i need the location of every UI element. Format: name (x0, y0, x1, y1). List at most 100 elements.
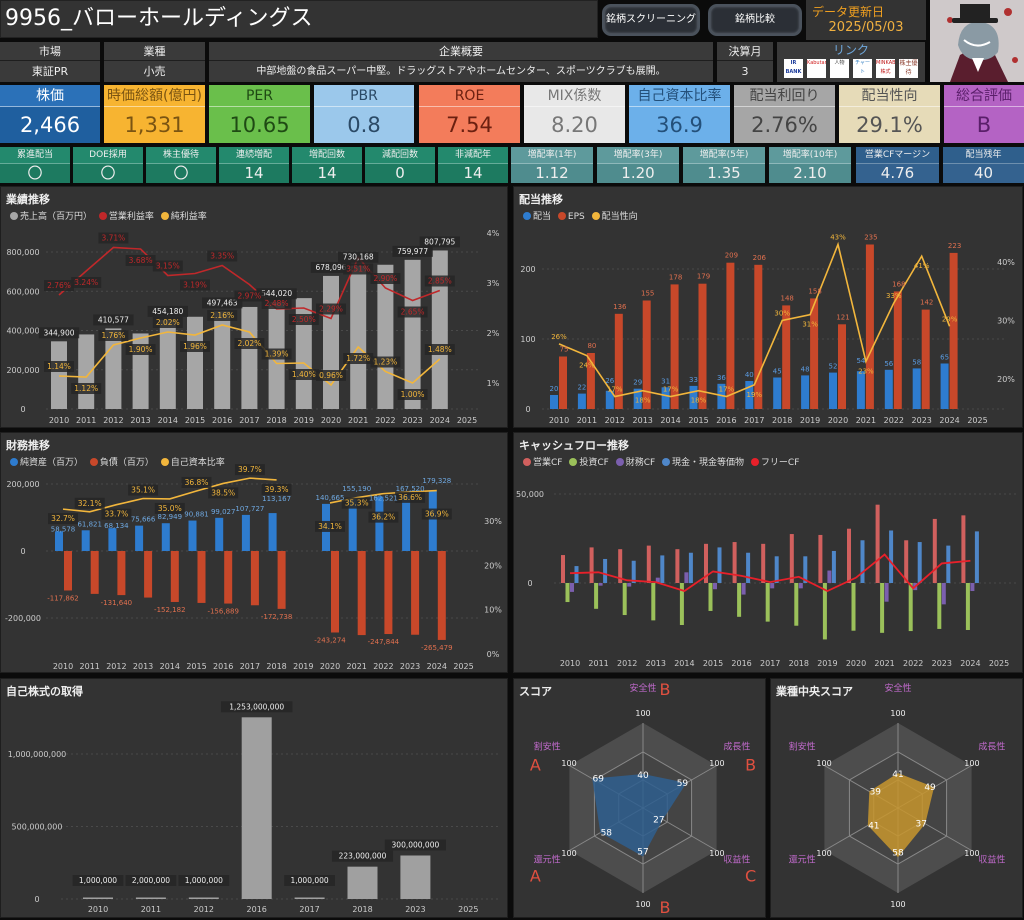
x-tick-label: 2014 (160, 662, 180, 671)
dividend-bar (717, 383, 726, 409)
data-label: 58 (912, 358, 921, 366)
stat-tile: 増配率(3年) 1.20 (597, 147, 679, 183)
data-label: 3.15% (156, 262, 180, 271)
liabilities-bar (250, 551, 259, 606)
data-label: 38.5% (211, 488, 235, 497)
net-assets-bar (161, 523, 170, 551)
cash-bar (974, 531, 979, 583)
data-label: 1.12% (74, 384, 98, 393)
legend-dot (160, 212, 169, 220)
summary-label: 企業概要 (209, 42, 713, 61)
data-label-bg (234, 464, 265, 476)
tick-label: 30% (997, 317, 1015, 326)
kpi-tile: PER 10.65 (209, 85, 310, 143)
irbank-link-icon[interactable]: IR BANK (784, 59, 803, 78)
compare-button[interactable]: 銘柄比較 (708, 4, 802, 36)
legend-label: EPS (567, 212, 585, 222)
operating-cf-bar (589, 547, 594, 583)
data-label-bg (315, 520, 345, 532)
data-label: 136 (613, 303, 627, 311)
stat-label: DOE採用 (73, 147, 143, 164)
liabilities-bar (331, 551, 339, 633)
net-assets-bar (135, 525, 144, 551)
minkabu-link-icon[interactable]: MINKABU 株式 (876, 59, 895, 78)
tick-label: 3% (487, 279, 500, 288)
data-label: 148 (781, 294, 794, 302)
net-assets-bar (375, 496, 384, 551)
liabilities-bar (384, 551, 393, 635)
fiscal-month-cell: 決算月 3 (717, 42, 773, 82)
kpi-value: 0.8 (347, 113, 381, 137)
screening-button[interactable]: 銘柄スクリーニング (602, 4, 700, 36)
data-label: 75 (560, 346, 569, 354)
data-label-bg (125, 344, 156, 355)
cash-bar (889, 530, 894, 583)
eps-bar (670, 284, 679, 409)
data-label: 2.65% (401, 308, 425, 317)
yutai-link-icon[interactable]: 株主優待 (899, 59, 918, 78)
dividend-bar (745, 381, 754, 409)
eps-bar (559, 356, 567, 409)
person-link-icon[interactable]: 人物 (830, 59, 849, 78)
stat-value: 1.12 (535, 164, 569, 182)
data-label: 40 (745, 371, 754, 379)
chart-link-icon[interactable]: チャート (853, 59, 872, 78)
stat-value: 〇 (100, 164, 116, 182)
stat-value: 〇 (27, 164, 43, 182)
x-tick-label: 2025 (453, 662, 473, 671)
stat-tile: 増配回数 14 (292, 147, 362, 183)
stat-tile: 非減配年 14 (438, 147, 508, 183)
x-tick-label: 2024 (427, 662, 447, 671)
x-tick-label: 2018 (352, 905, 372, 914)
x-tick-label: 2020 (320, 662, 340, 671)
operating-cf-bar (818, 534, 823, 583)
tick-label: 20% (484, 561, 502, 570)
data-label: 18% (691, 397, 707, 405)
cash-bar (831, 550, 836, 583)
buyback-bar (294, 897, 325, 899)
investing-cf-bar (908, 583, 913, 632)
tick-label: 100 (520, 335, 535, 344)
legend-label: 純利益率 (170, 212, 207, 222)
data-label-bg (234, 290, 265, 302)
data-label: 36 (717, 374, 726, 382)
score-radar-panel: 100安全性100成長性100収益性100効率性100還元性100割安性4059… (513, 678, 766, 918)
data-label-bg (98, 232, 129, 244)
data-label: 26 (605, 377, 614, 385)
data-label-bg (93, 314, 134, 326)
stat-value: 14 (463, 164, 483, 182)
x-tick-label: 2018 (789, 659, 809, 668)
data-label: 36.6% (398, 493, 422, 502)
kpi-value: 29.1% (856, 113, 923, 137)
financing-cf-bar (827, 570, 832, 583)
data-label: 544,020 (261, 289, 292, 298)
cash-bar (717, 547, 722, 583)
radar-value: 58 (892, 848, 904, 858)
x-tick-label: 2017 (299, 905, 319, 914)
data-label-bg (48, 513, 78, 525)
data-label-bg (178, 875, 230, 886)
x-tick-label: 2017 (240, 662, 260, 671)
dividend-bar (856, 371, 865, 409)
chart-legend: 配当 EPS 配当性向 (519, 209, 638, 222)
kabutan-link-icon[interactable]: Kabutan (807, 59, 826, 78)
x-tick-label: 2010 (49, 416, 69, 425)
data-label: 29% (942, 315, 958, 323)
stat-value: 2.10 (793, 164, 827, 182)
data-label-bg (343, 263, 374, 275)
data-label-bg (71, 383, 102, 394)
data-label: 58,578 (51, 525, 76, 533)
data-label: 33 (689, 376, 698, 384)
liabilities-bar (170, 551, 179, 602)
data-label: 2.90% (373, 274, 397, 283)
tick-label: 400,000 (6, 327, 39, 336)
x-tick-label: 2012 (103, 416, 123, 425)
x-tick-label: 2012 (605, 416, 625, 425)
data-label: 33% (886, 292, 902, 300)
data-label-bg (370, 273, 401, 284)
radar-value: 37 (916, 820, 927, 830)
data-label-bg (38, 327, 80, 339)
data-label: 45 (773, 368, 782, 376)
data-label: 2.76% (47, 281, 71, 290)
data-label: 209 (725, 252, 738, 260)
